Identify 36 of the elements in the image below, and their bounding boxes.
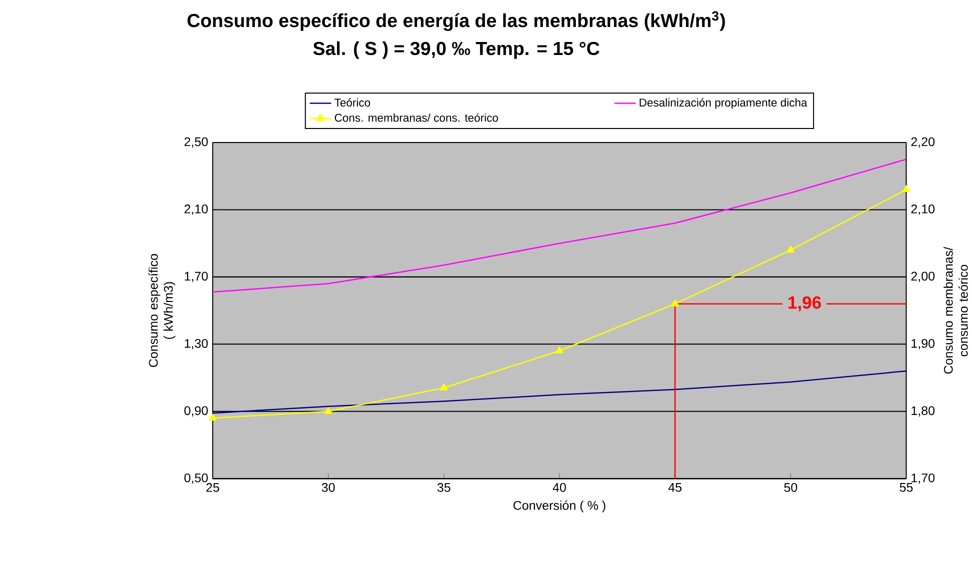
y2-tick-label: 1,90: [912, 339, 935, 350]
chart-title: Consumo específico de energía de las membranas (kWh/m$^{3}$): [188, 11, 725, 32]
legend-label: Teórico: [334, 98, 370, 107]
y2-tick-label: 1,80: [912, 406, 935, 417]
y-tick-label: 2,10: [184, 204, 208, 216]
y-axis-title: Consumo específico ( kWh/m3): [148, 254, 176, 368]
y2-tick-label: 2,00: [911, 272, 935, 282]
point: [208, 414, 217, 421]
point: [440, 384, 448, 390]
x-tick-label: 40: [552, 483, 566, 492]
ref-line-label: 1,96: [788, 296, 821, 312]
y2-axis-title: Consumo membranas/ consumo teórico: [944, 247, 968, 374]
point: [671, 300, 679, 306]
line-series: [212, 158, 906, 293]
point: [556, 346, 564, 354]
x-tick-label: 35: [437, 483, 450, 492]
x-tick-label: 50: [784, 483, 798, 492]
y2-tick-label: 2,10: [911, 204, 935, 216]
y2-tick-label: 2,20: [911, 137, 935, 148]
point: [902, 185, 910, 192]
y-tick-label: 0,50: [184, 474, 208, 484]
x-tick-label: 45: [668, 483, 682, 492]
y-tick-label: 2,50: [184, 137, 208, 148]
chart-subtitle: Sal. ( S ) = 39,0 ‰ Temp. = 15 °C: [313, 41, 600, 59]
y-tick-label: 1,30: [184, 339, 208, 350]
y-tick-label: 1,70: [184, 272, 208, 282]
y2-tick-label: 1,70: [912, 474, 935, 484]
point: [324, 407, 332, 414]
x-tick-label: 55: [900, 483, 913, 492]
x-axis-title: Conversión ( % ): [513, 500, 606, 512]
legend-label: Cons. membranas/ cons. teórico: [334, 113, 498, 122]
x-tick-label: 25: [206, 483, 220, 492]
x-tick-label: 30: [322, 483, 335, 492]
legend-label: Desalinización propiamente dicha: [640, 98, 808, 109]
y-tick-label: 0,90: [184, 406, 208, 417]
point: [786, 246, 795, 253]
